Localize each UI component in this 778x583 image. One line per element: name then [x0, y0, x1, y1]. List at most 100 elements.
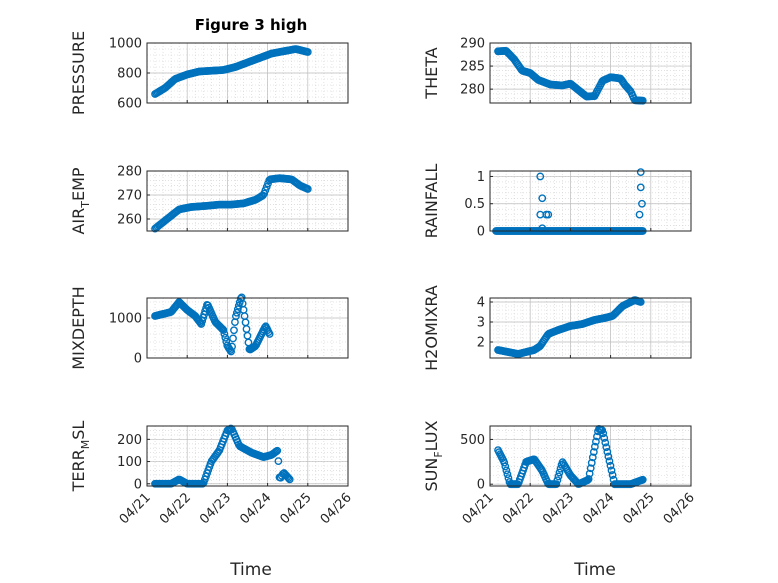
subplot-3: 260 270 280 AIRTEMP [69, 165, 349, 235]
data-point [227, 347, 235, 356]
y-tick-label: 280 [117, 165, 142, 180]
data-point [502, 466, 511, 475]
data-point [236, 294, 245, 303]
data-point [603, 447, 612, 456]
axes-box [489, 297, 692, 359]
data-point [586, 464, 595, 473]
axes-box [489, 425, 692, 487]
subplot-4: 0 0.5 1 RAINFALL [422, 164, 692, 240]
data-point [552, 480, 561, 489]
data-point [229, 334, 237, 343]
axes-box [146, 297, 349, 359]
data-point [592, 437, 600, 446]
y-tick-label: 285 [460, 60, 485, 75]
data-point [585, 469, 594, 478]
data-point [589, 448, 598, 456]
data-point [604, 452, 613, 461]
data-point [303, 48, 312, 56]
subplot-1: 600 800 1000 PRESSURE [69, 31, 349, 115]
data-point [553, 476, 562, 485]
data-point [273, 446, 282, 455]
y-tick-label: 1 [477, 170, 485, 185]
y-axis-label: AIRTEMP [69, 167, 92, 234]
data-point [605, 457, 614, 466]
y-tick-label: 100 [117, 455, 142, 470]
data-point [588, 453, 597, 462]
y-tick-label: 260 [117, 213, 142, 228]
data-point [234, 301, 243, 310]
data-point [538, 194, 547, 203]
data-point [544, 210, 553, 219]
data-point [303, 185, 312, 193]
axes-box [489, 42, 692, 104]
y-tick-label: 1000 [109, 312, 142, 327]
data-point [230, 326, 238, 335]
subplot-2: 280 285 290 THETA [422, 37, 692, 105]
data-point [602, 443, 611, 452]
subplot-6: 2 3 4 H2OMIXRA [422, 285, 692, 371]
data-point [555, 468, 564, 477]
data-point [219, 326, 228, 334]
data-point [584, 475, 593, 483]
data-point [232, 312, 240, 321]
y-tick-label: 200 [117, 433, 142, 448]
y-tick-label: 0 [477, 225, 485, 240]
y-tick-label: 1000 [109, 37, 142, 52]
data-point [587, 458, 596, 467]
y-tick-label: 290 [460, 37, 485, 52]
y-axis-label: PRESSURE [69, 31, 88, 115]
data-point [638, 199, 646, 208]
y-axis-label: H2OMIXRA [422, 285, 441, 371]
data-point [636, 168, 645, 176]
data-point [638, 475, 647, 484]
data-point [636, 183, 645, 192]
data-point [638, 96, 647, 105]
data-point [590, 442, 599, 451]
data-point [501, 462, 510, 471]
axes-box [146, 425, 349, 487]
figure-title: Figure 3 high [195, 16, 308, 34]
data-point [285, 475, 294, 484]
y-tick-label: 600 [117, 97, 142, 112]
data-point [500, 458, 509, 467]
data-point [600, 434, 609, 442]
y-tick-label: 0 [134, 352, 142, 367]
y-tick-label: 0 [134, 477, 142, 492]
plot-area [490, 298, 691, 358]
data-point [606, 461, 615, 470]
data-point [593, 432, 601, 441]
y-axis-label: THETA [422, 47, 441, 99]
data-point [220, 329, 229, 338]
data-point [284, 474, 293, 482]
y-tick-label: 2 [477, 336, 485, 351]
data-point [599, 429, 608, 438]
data-point [601, 438, 610, 447]
data-point [503, 470, 512, 479]
y-axis-label: MIXDEPTH [69, 286, 88, 369]
y-tick-label: 4 [477, 296, 485, 311]
y-tick-label: 3 [477, 316, 485, 331]
y-tick-label: 280 [460, 83, 485, 98]
y-tick-label: 0.5 [464, 197, 485, 212]
axes-box [146, 170, 349, 232]
data-point [607, 466, 616, 475]
y-axis-label: TERRMSL [69, 421, 92, 493]
y-axis-label: RAINFALL [422, 164, 441, 239]
y-tick-label: 800 [117, 67, 142, 82]
data-point [635, 210, 644, 219]
data-point [232, 308, 241, 317]
data-point [608, 471, 617, 479]
data-point [198, 479, 207, 488]
x-axis-label-right: Time [573, 560, 616, 580]
data-point [536, 172, 545, 181]
subplot-5: 0 1000 MIXDEPTH [69, 286, 349, 370]
data-point [636, 298, 645, 306]
data-point [274, 457, 283, 466]
data-point [221, 333, 230, 342]
y-tick-label: 500 [460, 433, 485, 448]
axes-box [489, 170, 692, 232]
data-point [265, 330, 274, 338]
